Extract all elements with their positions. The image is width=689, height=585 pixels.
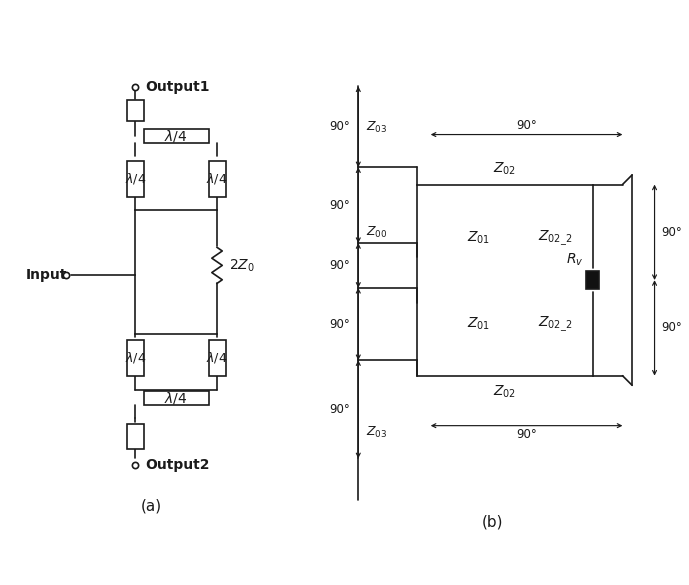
Bar [127, 424, 144, 449]
Text: $\lambda/4$: $\lambda/4$ [206, 171, 228, 186]
Text: $\lambda/4$: $\lambda/4$ [165, 390, 188, 406]
Text: $Z_{01}$: $Z_{01}$ [467, 230, 491, 246]
Text: 90°: 90° [329, 403, 350, 416]
Text: 90°: 90° [516, 119, 537, 132]
Text: 90°: 90° [661, 321, 682, 335]
Bar [586, 271, 599, 289]
Bar [127, 101, 144, 121]
Text: $Z_{03}$: $Z_{03}$ [366, 119, 387, 135]
Text: $Z_{02}$: $Z_{02}$ [493, 160, 516, 177]
Text: $2Z_0$: $2Z_0$ [229, 257, 256, 274]
Bar [127, 340, 144, 376]
Text: 90°: 90° [329, 199, 350, 212]
Text: $\lambda/4$: $\lambda/4$ [125, 171, 146, 186]
Text: (a): (a) [141, 498, 162, 514]
Text: $Z_{02}$: $Z_{02}$ [493, 383, 516, 400]
Text: $Z_{00}$: $Z_{00}$ [366, 225, 387, 240]
Text: $Z_{01}$: $Z_{01}$ [467, 316, 491, 332]
Text: 90°: 90° [329, 259, 350, 272]
Text: (b): (b) [482, 515, 504, 529]
Text: $Z_{03}$: $Z_{03}$ [366, 425, 387, 440]
Text: Output2: Output2 [145, 458, 209, 472]
Bar [144, 129, 209, 143]
Bar [127, 161, 144, 197]
Text: $\lambda/4$: $\lambda/4$ [165, 128, 188, 144]
Text: 90°: 90° [329, 318, 350, 331]
Text: 90°: 90° [516, 428, 537, 442]
Text: $Z_{02\_2}$: $Z_{02\_2}$ [537, 228, 572, 247]
Text: $R_v$: $R_v$ [566, 252, 584, 269]
Text: 90°: 90° [329, 121, 350, 133]
Text: Input: Input [25, 268, 67, 282]
Bar [144, 391, 209, 405]
Text: Output1: Output1 [145, 80, 209, 94]
Text: $\lambda/4$: $\lambda/4$ [125, 350, 146, 366]
Text: $\lambda/4$: $\lambda/4$ [206, 350, 228, 366]
Bar [209, 161, 225, 197]
Text: 90°: 90° [661, 226, 682, 239]
Text: $Z_{02\_2}$: $Z_{02\_2}$ [537, 314, 572, 333]
Bar [209, 340, 225, 376]
